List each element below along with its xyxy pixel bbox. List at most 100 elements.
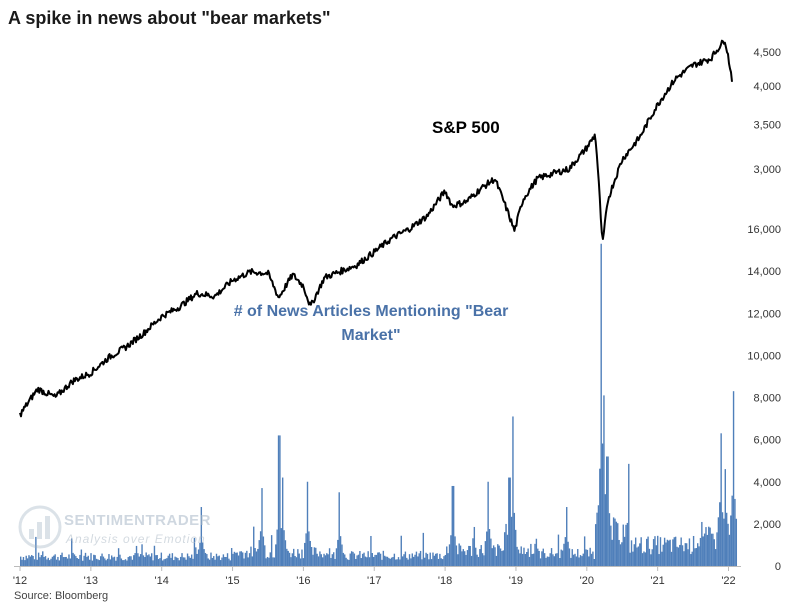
news-bar (250, 546, 252, 566)
news-bar (186, 553, 189, 566)
spx-line (19, 39, 733, 418)
news-bar (36, 559, 38, 566)
news-bar (575, 556, 578, 566)
news-bar (455, 545, 458, 566)
news-bar (337, 539, 339, 566)
news-bar (574, 553, 576, 566)
news-bar (491, 548, 493, 566)
news-bar (513, 512, 516, 566)
news-bar (174, 556, 176, 566)
news-bar (124, 559, 127, 566)
watermark-name: SENTIMENTRADER (64, 512, 212, 529)
news-bar (126, 560, 128, 566)
x-tick-label: '21 (650, 575, 664, 587)
news-bar (72, 552, 74, 566)
news-bar (680, 537, 682, 566)
news-bar (297, 549, 299, 566)
news-bar (714, 549, 717, 566)
news-bar (280, 528, 282, 566)
news-bar (561, 550, 564, 566)
news-bar (710, 533, 713, 566)
news-bar (286, 548, 288, 566)
news-bar (392, 556, 394, 566)
news-bar (364, 556, 367, 566)
news-bar (462, 549, 465, 566)
news-bar (665, 542, 667, 566)
news-bar (400, 535, 402, 566)
news-bar (171, 553, 174, 566)
news-bar (451, 485, 453, 566)
news-bar (162, 560, 164, 566)
news-bar (535, 538, 538, 566)
news-bar (577, 549, 579, 566)
news-bar (614, 518, 616, 566)
news-bar (66, 558, 69, 566)
news-bar (495, 555, 498, 566)
news-bar (214, 559, 216, 566)
news-bar (65, 556, 67, 566)
news-bar (179, 556, 182, 566)
news-bar (104, 558, 106, 566)
news-bar (57, 556, 59, 566)
news-bar (155, 555, 157, 566)
x-tick-label: '16 (296, 575, 310, 587)
news-bar (446, 546, 448, 566)
news-bar (207, 558, 209, 566)
news-bar (670, 551, 673, 566)
news-bar (239, 551, 241, 566)
news-bar (64, 557, 66, 566)
news-bar (115, 560, 117, 566)
news-bar (401, 556, 404, 566)
news-bar (135, 545, 138, 566)
news-bar (61, 552, 63, 566)
news-bar (145, 552, 147, 566)
news-bar (246, 550, 248, 566)
news-bar (229, 560, 231, 566)
news-bar (160, 552, 163, 566)
news-bar (62, 557, 65, 566)
news-bar (377, 552, 379, 566)
news-bar (68, 554, 70, 566)
news-bar (248, 553, 251, 566)
news-bar (55, 559, 58, 566)
news-bar (458, 543, 460, 566)
news-bar (47, 557, 49, 566)
news-bar (122, 560, 124, 566)
news-bar (150, 553, 153, 566)
news-bar (543, 553, 546, 566)
news-bar (357, 554, 360, 566)
news-bar (701, 521, 703, 566)
news-bar (281, 477, 284, 566)
news-bar (188, 556, 190, 566)
news-bar (487, 481, 489, 566)
news-bar (732, 391, 735, 566)
news-bar (345, 557, 347, 566)
news-bar (177, 557, 179, 566)
news-bar (304, 542, 306, 566)
news-bar (83, 555, 85, 566)
news-bar (559, 558, 561, 566)
news-bar (164, 558, 167, 566)
news-bar (666, 539, 669, 566)
news-bar (662, 544, 664, 566)
news-bar (308, 531, 310, 566)
news-bar (324, 555, 327, 566)
news-bar (368, 557, 371, 566)
news-bar (123, 560, 125, 566)
spx-tick-label: 4,000 (753, 81, 781, 93)
news-bar (224, 556, 226, 566)
news-bar (29, 556, 32, 566)
news-bar (625, 524, 627, 566)
news-bar (108, 554, 110, 566)
news-bar (395, 559, 397, 566)
news-bar (534, 543, 536, 566)
news-bar (564, 537, 567, 566)
news-bar (168, 553, 171, 566)
news-bar (479, 549, 481, 566)
news-bar (515, 529, 517, 566)
news-bar (344, 554, 346, 566)
news-bar (356, 555, 358, 566)
news-bar (703, 533, 706, 566)
news-tick-label: 12,000 (747, 308, 781, 320)
news-bar (709, 527, 711, 566)
